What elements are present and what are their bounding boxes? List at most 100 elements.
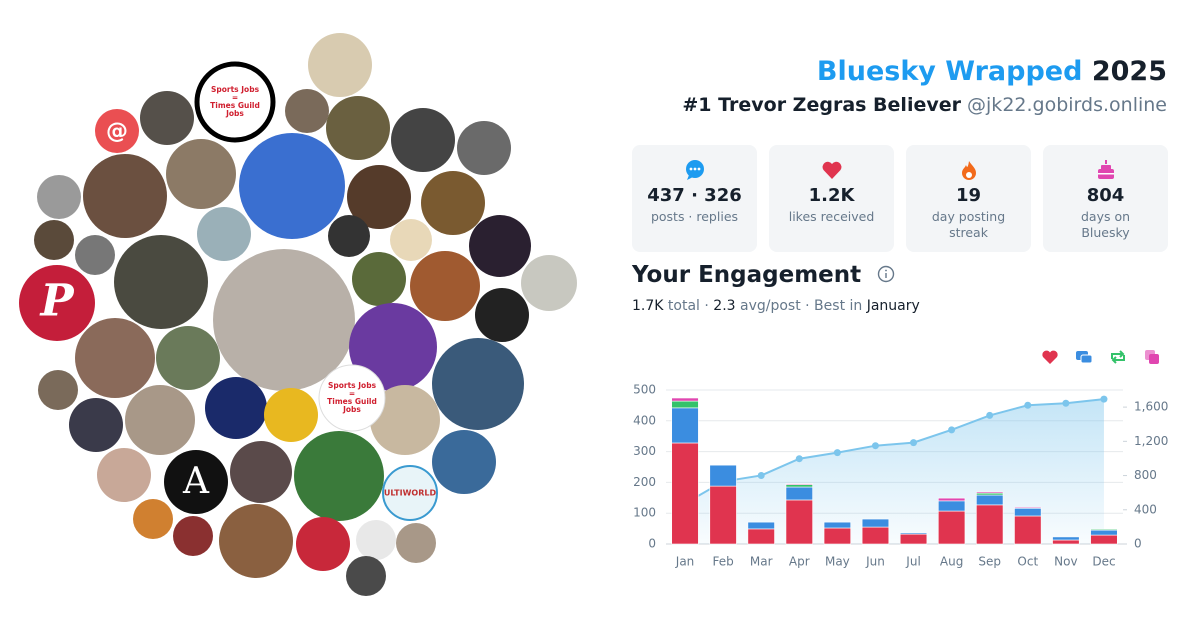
avatar[interactable] [326, 96, 390, 160]
avatar[interactable] [432, 430, 496, 494]
avatar[interactable] [308, 33, 372, 97]
avatar [382, 465, 438, 521]
avatar[interactable] [328, 215, 370, 257]
avatar[interactable] [205, 377, 267, 439]
x-tick-label: Sep [978, 555, 1001, 569]
avatar[interactable] [349, 303, 437, 391]
summary-part: January [866, 298, 920, 314]
title-brand: Bluesky Wrapped [816, 56, 1083, 87]
avatar[interactable] [356, 520, 396, 560]
avatar[interactable] [97, 448, 151, 502]
stat-card: 19 day posting streak [906, 145, 1031, 252]
avatar[interactable] [391, 108, 455, 172]
stat-card: 804 days on Bluesky [1043, 145, 1168, 252]
avatar[interactable] [396, 523, 436, 563]
avatar[interactable] [69, 398, 123, 452]
bar-segment [747, 528, 775, 545]
avatar[interactable] [173, 516, 213, 556]
avatar-text: P [38, 276, 75, 327]
avatar[interactable] [264, 388, 318, 442]
avatar-text: Jobs [225, 109, 244, 118]
bar-segment [976, 504, 1004, 545]
avatar[interactable] [140, 91, 194, 145]
engagement-summary: 1.7K total · 2.3 avg/post · Best in Janu… [632, 298, 920, 314]
point [833, 449, 841, 457]
avatar[interactable] [37, 175, 81, 219]
info-icon[interactable] [877, 265, 895, 283]
y-tick-label: 400 [633, 413, 656, 427]
title-year: 2025 [1091, 56, 1167, 87]
x-tick-label: Dec [1092, 555, 1115, 569]
avatar[interactable] [38, 370, 78, 410]
y-tick-label: 500 [633, 383, 656, 397]
avatar [95, 109, 139, 153]
stat-value: 19 [955, 185, 982, 206]
y2-tick-label: 400 [1134, 502, 1157, 516]
avatar-text: = [349, 389, 355, 398]
avatar[interactable] [230, 441, 292, 503]
section-heading: Your Engagement [632, 262, 895, 288]
avatar[interactable] [213, 249, 355, 391]
user-title: #1 Trevor Zegras Believer [682, 94, 961, 116]
bar-segment [1052, 536, 1080, 541]
stat-value: 1.2K [808, 185, 855, 206]
bar-segment [937, 497, 966, 502]
bar-segment [861, 518, 890, 528]
avatar[interactable] [83, 154, 167, 238]
legend-icon[interactable] [1076, 351, 1093, 364]
legend-icon[interactable] [1111, 350, 1125, 364]
avatar[interactable] [421, 171, 485, 235]
avatar[interactable] [390, 219, 432, 261]
bar-segment [1090, 529, 1118, 536]
avatar[interactable] [432, 338, 524, 430]
user-handle: @jk22.gobirds.online [967, 94, 1167, 116]
bar-segment [785, 499, 813, 545]
avatar[interactable] [294, 431, 384, 521]
avatar[interactable] [296, 517, 350, 571]
avatar[interactable] [370, 385, 440, 455]
x-tick-label: Jun [865, 555, 885, 569]
x-tick-label: Feb [713, 555, 734, 569]
avatar[interactable] [34, 220, 74, 260]
avatar[interactable] [197, 207, 251, 261]
avatar-text: A [182, 461, 210, 502]
avatar-text: Sports Jobs [328, 381, 377, 390]
avatar[interactable] [219, 504, 293, 578]
avatar-text: Sports Jobs [211, 85, 260, 94]
bar-segment [1014, 507, 1042, 509]
legend-quote [1149, 354, 1159, 364]
avatar[interactable] [352, 252, 406, 306]
point [871, 442, 879, 450]
bar-segment [937, 500, 966, 512]
avatar[interactable] [521, 255, 577, 311]
y-tick-label: 300 [633, 444, 656, 458]
avatar[interactable] [125, 385, 195, 455]
avatar[interactable] [457, 121, 511, 175]
point [1062, 399, 1070, 407]
avatar[interactable] [410, 251, 480, 321]
avatar[interactable] [469, 215, 531, 277]
avatar[interactable] [114, 235, 208, 329]
avatar[interactable] [347, 165, 411, 229]
avatar[interactable] [166, 139, 236, 209]
avatar[interactable] [285, 89, 329, 133]
avatar[interactable] [75, 235, 115, 275]
x-tick-label: Mar [750, 555, 773, 569]
summary-part: 2.3 [713, 298, 736, 314]
avatar[interactable] [156, 326, 220, 390]
avatar[interactable] [239, 133, 345, 239]
avatar [164, 450, 228, 514]
avatar[interactable] [133, 499, 173, 539]
posts-icon [686, 160, 704, 180]
avatar[interactable] [75, 318, 155, 398]
bar-segment [1090, 534, 1118, 545]
legend-icon[interactable] [1042, 350, 1058, 364]
legend-icon[interactable] [1145, 350, 1159, 364]
summary-part: avg/post · Best in [735, 298, 867, 314]
avatar [318, 364, 386, 432]
stat-value: 804 [1086, 185, 1125, 206]
avatar[interactable] [475, 288, 529, 342]
avatar[interactable] [346, 556, 386, 596]
stat-label: days on Bluesky [1080, 209, 1131, 240]
